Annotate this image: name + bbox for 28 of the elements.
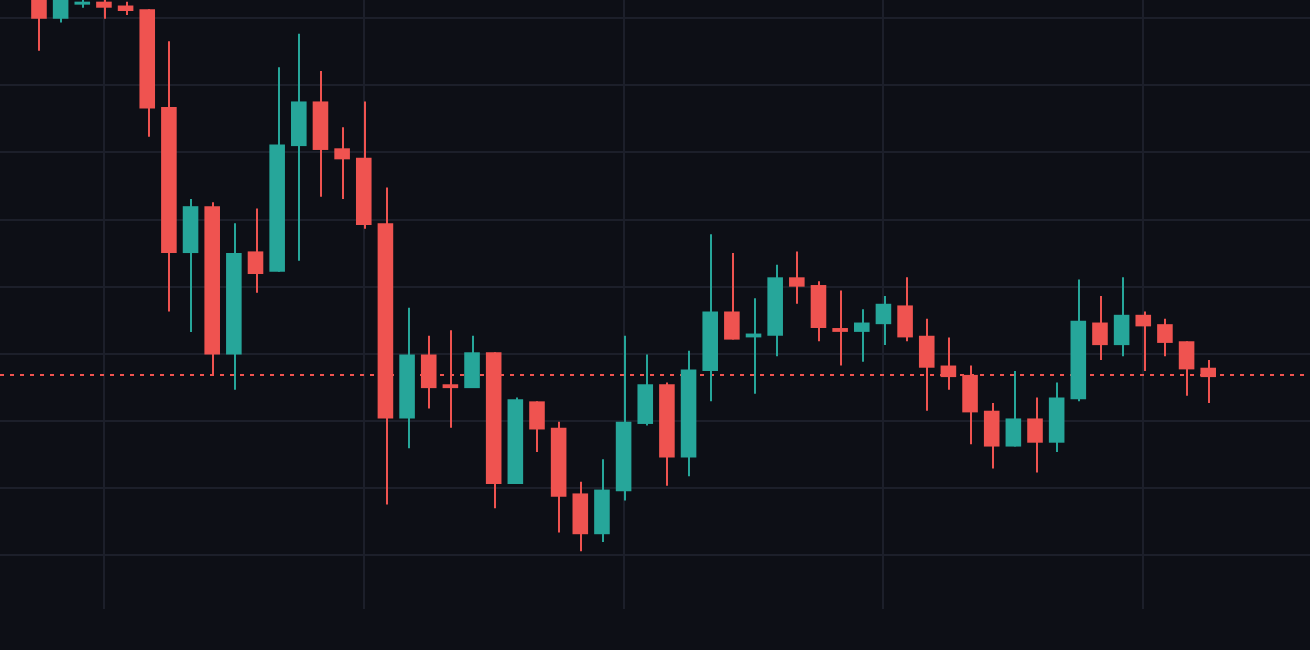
candlestick <box>572 480 589 553</box>
candlestick <box>1113 276 1130 358</box>
candlestick <box>832 289 848 367</box>
candlestick <box>637 353 654 427</box>
candlestick <box>464 334 480 390</box>
candlestick <box>724 252 740 341</box>
candlestick <box>334 126 350 201</box>
candlestick <box>983 402 1000 470</box>
candlestick <box>182 198 199 333</box>
candlestick <box>529 400 545 454</box>
candlestick <box>897 276 913 343</box>
candlestick <box>1157 317 1173 358</box>
candlestick <box>875 295 892 347</box>
candlestick <box>1135 310 1152 373</box>
candlestick <box>789 250 805 305</box>
candlestick <box>52 0 69 24</box>
candlestick <box>291 32 307 262</box>
candlestick <box>247 207 264 294</box>
candlestick <box>96 0 112 20</box>
candlestick <box>31 0 47 52</box>
candlestick <box>594 458 610 543</box>
candlestick <box>853 308 870 363</box>
candlestick <box>1048 381 1065 454</box>
candlestick <box>810 280 827 343</box>
candlestick <box>1005 370 1022 448</box>
candlestick <box>1027 396 1043 474</box>
candlestick <box>1200 359 1217 405</box>
candlestick <box>1092 295 1108 362</box>
